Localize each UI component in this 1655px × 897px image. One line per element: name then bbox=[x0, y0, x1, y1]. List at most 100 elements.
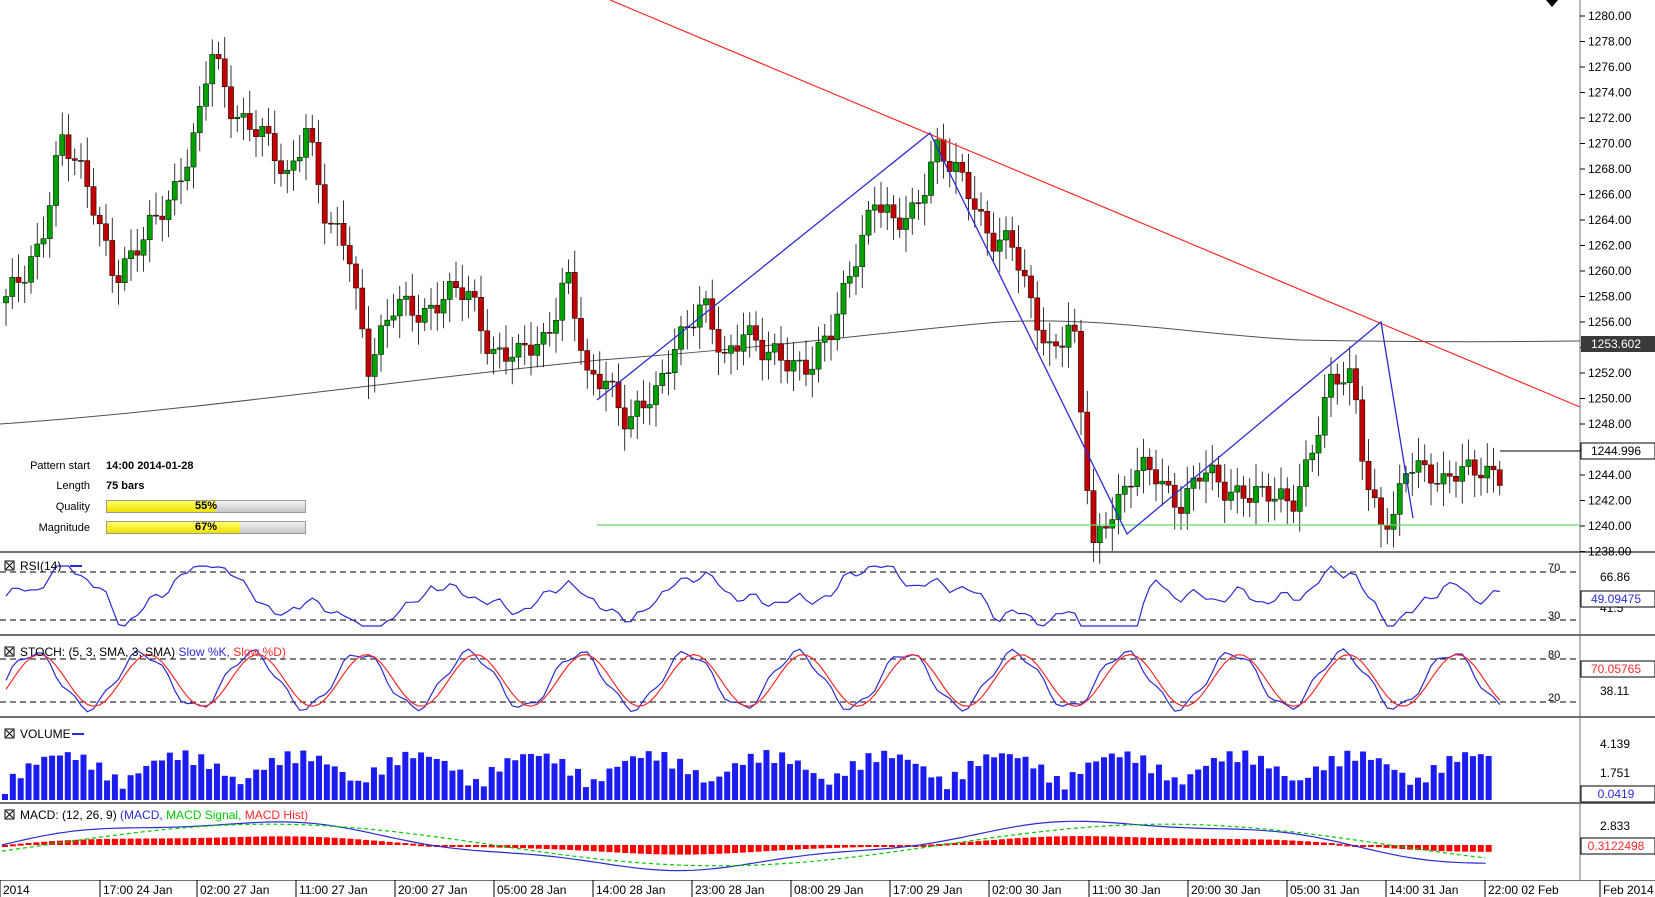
ma-value-tag: 1253.602 bbox=[1581, 336, 1655, 352]
bear-candle bbox=[734, 345, 741, 352]
volume-bar bbox=[543, 753, 550, 800]
zigzag-pattern[interactable] bbox=[596, 131, 1414, 536]
volume-bar bbox=[370, 767, 377, 800]
volume-bar bbox=[56, 755, 63, 800]
volume-bar bbox=[779, 752, 786, 800]
macd-hist-bar bbox=[284, 836, 291, 845]
macd-hist-bar bbox=[316, 837, 322, 845]
volume-bar bbox=[143, 765, 150, 800]
price-tick-label: 1274.00 bbox=[1588, 86, 1632, 100]
macd-hist-bar bbox=[323, 837, 330, 845]
stoch-level-80: 80 bbox=[1548, 649, 1560, 661]
volume-bar bbox=[669, 768, 676, 800]
volume-bar bbox=[873, 762, 880, 800]
macd-hist-bar bbox=[1407, 845, 1414, 850]
macd-panel[interactable]: MACD: (12, 26, 9) (MACD, MACD Signal, MA… bbox=[1, 808, 1655, 872]
bull-candle bbox=[815, 342, 822, 370]
bear-candle bbox=[615, 381, 622, 409]
macd-hist-bar bbox=[33, 842, 40, 845]
macd-title: MACD: (12, 26, 9) (MACD, MACD Signal, MA… bbox=[20, 808, 308, 822]
volume-bar bbox=[323, 764, 330, 800]
bull-candle bbox=[1440, 473, 1447, 485]
macd-hist-bar bbox=[881, 845, 888, 847]
volume-bar bbox=[72, 759, 79, 800]
magnitude-value: 67% bbox=[194, 521, 218, 533]
volume-bar bbox=[1297, 780, 1304, 800]
macd-hist-bar bbox=[370, 840, 377, 845]
rsi-panel[interactable]: RSI(14) 70 30 66.86 41.5 49.09475 bbox=[0, 559, 1655, 627]
resistance-trendline[interactable] bbox=[609, 0, 1581, 408]
volume-bar bbox=[1187, 774, 1194, 800]
bull-candle bbox=[1271, 498, 1278, 502]
volume-bar bbox=[1163, 780, 1170, 800]
bear-candle bbox=[1246, 498, 1253, 503]
bear-candle bbox=[1496, 469, 1503, 486]
price-tick-label: 1262.00 bbox=[1588, 239, 1632, 253]
rsi-title: RSI(14) bbox=[20, 559, 61, 573]
bull-candle bbox=[765, 351, 772, 361]
volume-panel[interactable]: VOLUME 4.139 1.751 0.0419 bbox=[2, 727, 1655, 803]
volume-bar bbox=[1218, 761, 1225, 800]
bull-candle bbox=[1134, 470, 1141, 487]
price-tick-label: 1244.00 bbox=[1588, 468, 1632, 482]
macd-hist-bar bbox=[127, 838, 134, 845]
macd-hist-bar bbox=[991, 839, 998, 845]
macd-hist-bar bbox=[268, 836, 275, 845]
volume-bar bbox=[386, 757, 393, 800]
bear-candle bbox=[621, 407, 628, 430]
volume-bar bbox=[292, 763, 299, 800]
volume-bar bbox=[1124, 751, 1131, 800]
bull-candle bbox=[1203, 472, 1209, 482]
volume-bar bbox=[991, 757, 998, 800]
bull-candle bbox=[196, 106, 203, 133]
price-tick-label: 1256.00 bbox=[1588, 315, 1632, 329]
macd-hist-bar bbox=[1430, 845, 1437, 851]
volume-scale-top: 4.139 bbox=[1600, 737, 1630, 751]
volume-bar bbox=[700, 782, 707, 800]
volume-bar bbox=[684, 774, 691, 800]
bear-candle bbox=[759, 339, 766, 361]
time-tick-label: 22:00 02 Feb bbox=[1488, 883, 1559, 897]
bear-candle bbox=[1478, 474, 1484, 479]
macd-hist-bar bbox=[1022, 837, 1029, 845]
volume-bar bbox=[677, 758, 684, 800]
volume-bar bbox=[590, 779, 597, 800]
bear-candle bbox=[784, 360, 791, 372]
bull-candle bbox=[1228, 491, 1234, 501]
bull-candle bbox=[403, 295, 409, 300]
macd-hist-bar bbox=[1101, 836, 1107, 845]
volume-bar bbox=[1360, 751, 1367, 800]
volume-bar bbox=[983, 754, 990, 800]
macd-hist-bar bbox=[292, 836, 299, 845]
macd-hist-bar bbox=[1446, 845, 1453, 852]
volume-bar bbox=[9, 773, 16, 800]
bear-candle bbox=[340, 223, 347, 246]
bull-candle bbox=[746, 325, 753, 336]
macd-hist-bar bbox=[763, 845, 770, 852]
bear-candle bbox=[896, 217, 903, 230]
volume-bar bbox=[826, 784, 833, 800]
price-panel[interactable] bbox=[0, 0, 1581, 564]
bear-candle bbox=[115, 275, 122, 283]
menu-arrow-icon[interactable] bbox=[1546, 0, 1558, 7]
bull-candle bbox=[384, 319, 391, 326]
bear-candle bbox=[1153, 469, 1159, 485]
volume-bar bbox=[1242, 750, 1249, 800]
bear-candle bbox=[690, 326, 697, 329]
volume-bar bbox=[1046, 782, 1053, 800]
bear-candle bbox=[521, 342, 528, 346]
volume-bar bbox=[1250, 764, 1257, 800]
bull-candle bbox=[728, 345, 734, 354]
stochastic-panel[interactable]: STOCH: (5, 3, SMA, 3, SMA) Slow %K, Slow… bbox=[0, 645, 1655, 713]
bear-candle bbox=[109, 240, 116, 276]
macd-hist-bar bbox=[308, 836, 315, 845]
macd-hist-bar bbox=[488, 845, 495, 848]
volume-bar bbox=[614, 766, 621, 800]
bull-candle bbox=[178, 180, 184, 183]
macd-hist-bar bbox=[441, 845, 448, 847]
macd-hist-bar bbox=[834, 845, 841, 848]
macd-hist-bar bbox=[1281, 840, 1288, 845]
bear-candle bbox=[1240, 485, 1247, 499]
volume-bar bbox=[174, 760, 181, 800]
